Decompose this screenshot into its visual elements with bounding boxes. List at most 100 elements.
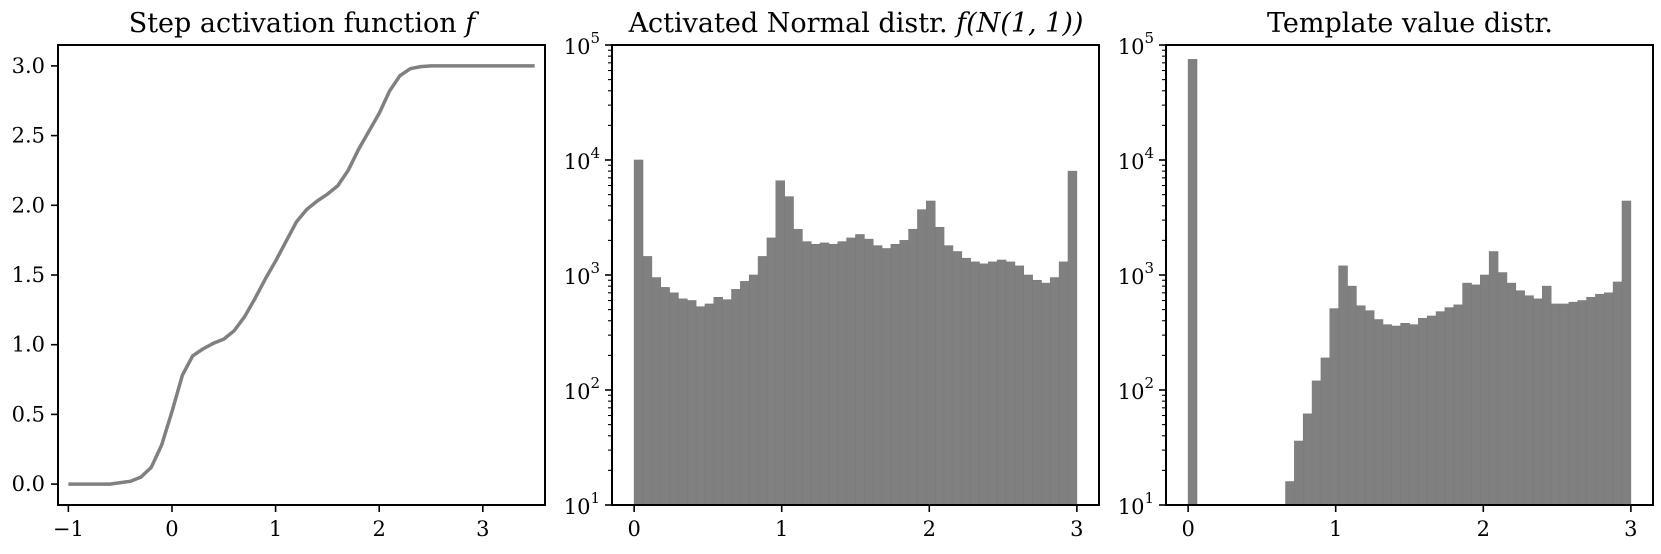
histogram-bar (1364, 310, 1375, 506)
y-tick-label: 1.0 (12, 333, 45, 357)
plot-area (68, 64, 535, 486)
y-tick-label: 101 (564, 489, 600, 519)
histogram-bar (1409, 324, 1419, 506)
y-tick-label: 105 (1118, 29, 1154, 59)
y-tick-label: 102 (1118, 374, 1154, 404)
histogram-bar (1471, 284, 1481, 506)
histogram-bar (1187, 59, 1198, 506)
histogram-bar (1320, 357, 1331, 506)
histogram-bar (1005, 261, 1016, 506)
histogram-bar (1391, 325, 1401, 506)
plot-area (633, 159, 1078, 506)
histogram-bar (1497, 272, 1508, 506)
x-tick-label: 1 (775, 517, 788, 541)
panel-step-activation: Step activation function f −1 0 1 2 3 0.0 0.5… (12, 8, 546, 541)
x-tick-label: 1 (1329, 517, 1342, 541)
histogram-bar (766, 237, 777, 506)
histogram-bar (1515, 290, 1525, 506)
histogram-bar (1612, 281, 1623, 506)
histogram-bar (1604, 292, 1614, 506)
histogram-bar (1067, 170, 1078, 506)
histogram-bar (934, 226, 945, 506)
histogram-bar (1058, 261, 1069, 506)
histogram-bar (828, 243, 839, 506)
histogram-bar (1506, 282, 1517, 506)
histogram-bar (1488, 251, 1499, 506)
x-tick-label: 3 (1624, 517, 1637, 541)
y-axis: 101 102 103 104 105 (564, 29, 612, 519)
histogram-bar (669, 292, 679, 506)
y-tick-label: 2.5 (12, 124, 45, 148)
histogram-bar (1302, 413, 1313, 506)
axes-frame (57, 44, 546, 506)
histogram-bar (881, 248, 892, 506)
histogram-bar (890, 243, 901, 506)
y-tick-label: 103 (1118, 259, 1154, 289)
histogram-bar (1524, 295, 1534, 506)
histogram-bar (846, 237, 856, 506)
histogram-bar (1559, 303, 1570, 506)
series-line (68, 64, 535, 486)
histogram-bar (1311, 380, 1322, 506)
x-tick-label: −1 (53, 517, 84, 541)
histogram-bar (908, 228, 918, 506)
histogram-bar (1418, 318, 1428, 506)
x-axis: 0 1 2 3 (627, 505, 1084, 541)
histogram-bar (1382, 324, 1393, 506)
y-tick-label: 103 (564, 259, 600, 289)
histogram-bar (996, 259, 1007, 506)
y-tick-label: 102 (564, 374, 600, 404)
histogram-bar (678, 298, 688, 506)
histogram-bar (713, 296, 723, 506)
histogram-bar (1435, 311, 1446, 506)
panel-title: Activated Normal distr. f(N(1, 1)) (628, 8, 1084, 39)
histogram-bar (775, 180, 785, 506)
histogram-bar (1577, 300, 1587, 506)
histogram-bar (1568, 301, 1579, 506)
y-tick-label: 104 (564, 144, 600, 174)
histogram-bar (1542, 285, 1552, 506)
histogram-bar (1533, 298, 1543, 506)
histogram-bar (1347, 285, 1357, 506)
histogram-bar (651, 277, 661, 506)
histogram-bar (917, 209, 927, 506)
histogram-bar (1329, 308, 1339, 506)
histogram-bar (943, 245, 954, 506)
histogram-bar (899, 240, 909, 506)
x-tick-label: 2 (373, 517, 386, 541)
histogram-bar (952, 251, 963, 506)
histogram-bar (802, 241, 812, 506)
panel-title: Template value distr. (1267, 8, 1553, 39)
histogram-bar (1294, 440, 1304, 506)
x-tick-label: 2 (923, 517, 936, 541)
x-tick-label: 0 (165, 517, 178, 541)
histogram-bar (633, 159, 644, 506)
histogram-bar (979, 263, 989, 506)
panel-title: Step activation function f (129, 8, 480, 39)
histogram-bar (1444, 307, 1455, 506)
histogram-bar (1586, 296, 1596, 506)
y-tick-label: 0.5 (12, 402, 45, 426)
histogram-bar (1023, 274, 1033, 506)
y-axis: 0.0 0.5 1.0 1.5 2.0 2.5 3.0 (12, 54, 58, 496)
histogram-bar (819, 242, 830, 506)
histogram-bar (1462, 282, 1472, 506)
y-tick-label: 0.0 (12, 472, 45, 496)
histogram-bar (1041, 282, 1051, 506)
y-tick-label: 104 (1118, 144, 1154, 174)
histogram-bar (1550, 303, 1561, 506)
y-axis: 101 102 103 104 105 (1118, 29, 1166, 519)
histogram-bar (1050, 277, 1060, 506)
histogram-bar (1480, 274, 1490, 506)
histogram-bar (1373, 319, 1384, 506)
x-tick-label: 3 (476, 517, 489, 541)
histogram-bar (1400, 323, 1410, 506)
histogram-bar (642, 256, 653, 506)
x-axis: 0 1 2 3 (1181, 505, 1638, 541)
histogram-bar (1595, 293, 1605, 506)
histogram-bar (926, 200, 936, 506)
histogram-bar (1285, 481, 1295, 506)
x-axis: −1 0 1 2 3 (53, 505, 490, 541)
x-tick-label: 3 (1070, 517, 1083, 541)
